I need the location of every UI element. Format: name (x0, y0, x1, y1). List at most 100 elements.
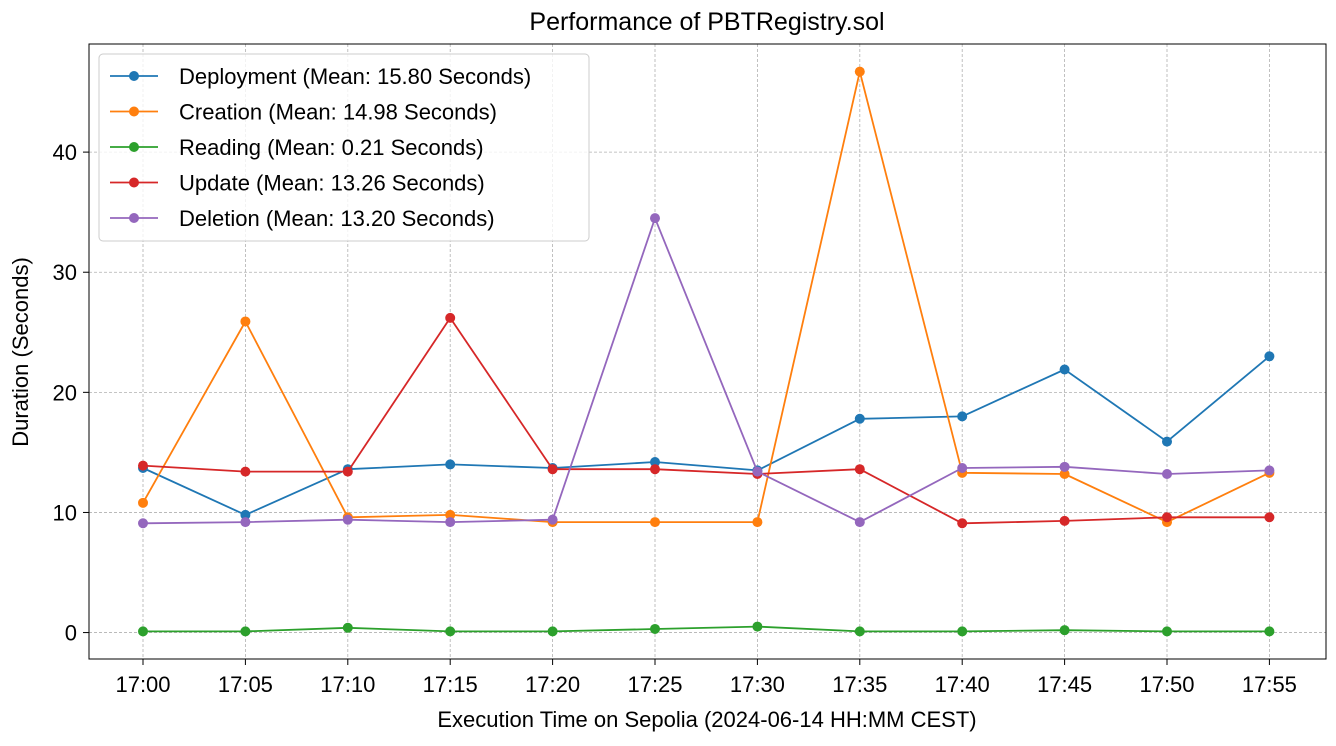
x-tick-label: 17:40 (935, 672, 990, 697)
data-point (650, 623, 660, 634)
y-axis: 0 10 20 30 40 (53, 140, 89, 646)
data-point (1059, 625, 1070, 636)
data-point (957, 463, 968, 474)
data-point (1264, 626, 1275, 637)
x-axis-label: Execution Time on Sepolia (2024-06-14 HH… (437, 707, 976, 732)
data-point (650, 213, 660, 224)
y-tick-label: 0 (65, 621, 77, 646)
chart-title: Performance of PBTRegistry.sol (529, 8, 884, 36)
data-point (1162, 512, 1172, 523)
legend-item: Reading (Mean: 0.21 Seconds) (110, 135, 484, 160)
legend-item: Update (Mean: 13.26 Seconds) (110, 171, 485, 196)
data-point (1264, 465, 1275, 476)
data-point (138, 460, 148, 471)
series-layer (138, 66, 1275, 637)
legend-swatch-marker (129, 106, 139, 117)
data-point (957, 411, 968, 422)
data-point (240, 466, 251, 477)
legend-label: Reading (Mean: 0.21 Seconds) (179, 135, 484, 160)
y-tick-label: 40 (53, 140, 77, 165)
x-tick-label: 17:20 (525, 672, 580, 697)
legend-swatch-marker (129, 177, 139, 188)
legend-swatch-marker (129, 71, 139, 81)
legend-label: Update (Mean: 13.26 Seconds) (179, 171, 485, 196)
data-point (240, 316, 251, 327)
legend: Deployment (Mean: 15.80 Seconds) Creation… (98, 53, 590, 242)
series-line (142, 70, 1270, 523)
data-point (854, 66, 865, 77)
data-point (445, 459, 456, 470)
x-tick-label: 17:30 (730, 672, 785, 697)
data-point (854, 413, 865, 424)
data-point (547, 626, 558, 637)
legend-item: Deletion (Mean: 13.20 Seconds) (110, 206, 495, 231)
legend-label: Creation (Mean: 14.98 Seconds) (179, 100, 497, 125)
data-point (445, 312, 456, 323)
data-point (650, 517, 660, 528)
data-point (445, 517, 456, 528)
x-tick-label: 17:45 (1037, 672, 1092, 697)
y-tick-label: 20 (53, 380, 77, 405)
series-3 (138, 621, 1275, 637)
data-point (854, 626, 865, 637)
data-point (342, 622, 353, 633)
legend-swatch-marker (129, 213, 139, 223)
data-point (752, 621, 763, 632)
data-point (1264, 351, 1275, 362)
data-point (957, 518, 968, 529)
data-point (445, 626, 456, 637)
data-point (854, 517, 865, 528)
data-point (1264, 512, 1275, 523)
legend-label: Deployment (Mean: 15.80 Seconds) (179, 64, 531, 89)
data-point (138, 497, 148, 508)
data-point (240, 509, 251, 520)
data-point (445, 509, 456, 520)
data-point (240, 517, 251, 528)
x-tick-label: 17:05 (218, 672, 273, 697)
data-point (1162, 469, 1172, 480)
legend-label: Deletion (Mean: 13.20 Seconds) (179, 206, 495, 231)
data-point (650, 464, 660, 475)
data-point (547, 464, 558, 475)
data-point (752, 466, 763, 477)
data-point (1059, 469, 1070, 480)
data-point (650, 457, 660, 468)
x-tick-label: 17:00 (115, 672, 170, 697)
x-tick-label: 17:25 (627, 672, 682, 697)
data-point (1059, 461, 1070, 472)
data-point (342, 466, 353, 477)
x-tick-label: 17:15 (423, 672, 478, 697)
legend-frame (98, 53, 590, 242)
data-point (752, 517, 763, 528)
data-point (138, 518, 148, 529)
data-point (1162, 626, 1172, 637)
plot-frame (88, 43, 1327, 660)
x-tick-label: 17:35 (832, 672, 887, 697)
series-line (142, 355, 1270, 516)
data-point (547, 514, 558, 525)
legend-item: Deployment (Mean: 15.80 Seconds) (110, 64, 531, 89)
y-axis-label: Duration (Seconds) (8, 257, 33, 447)
y-tick-label: 30 (53, 260, 77, 285)
x-tick-label: 17:50 (1139, 672, 1194, 697)
series-line (142, 316, 1270, 525)
data-point (240, 626, 251, 637)
series-line (143, 625, 1270, 633)
data-point (1059, 515, 1070, 526)
data-point (342, 514, 353, 525)
legend-swatch-marker (129, 142, 139, 152)
data-point (1059, 364, 1070, 375)
data-point (854, 464, 865, 475)
x-tick-label: 17:55 (1242, 672, 1297, 697)
y-tick-label: 10 (53, 500, 77, 525)
x-tick-label: 17:10 (320, 672, 375, 697)
series-4 (138, 312, 1275, 529)
series-line (142, 217, 1270, 525)
data-point (957, 626, 968, 637)
legend-item: Creation (Mean: 14.98 Seconds) (110, 100, 497, 125)
series-5 (138, 213, 1275, 529)
data-point (1162, 436, 1172, 447)
data-point (138, 626, 148, 637)
